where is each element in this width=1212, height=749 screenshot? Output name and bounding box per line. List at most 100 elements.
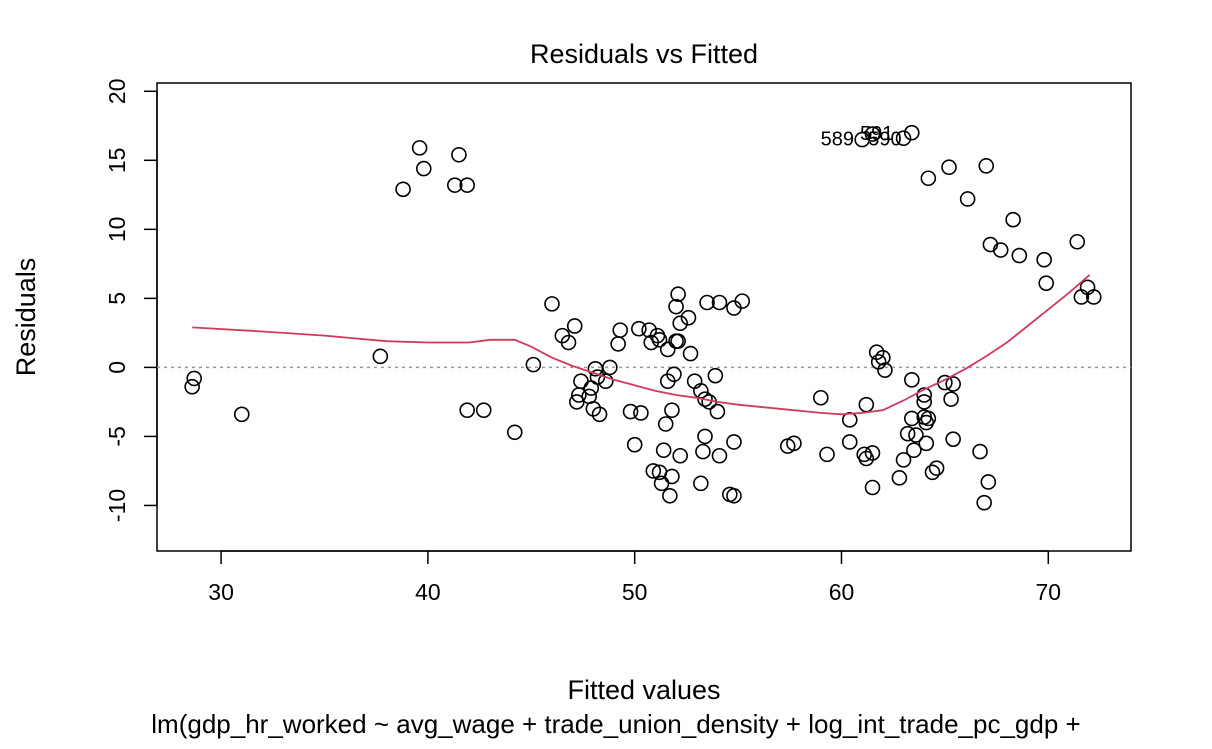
residual-point xyxy=(612,322,629,338)
residual-point xyxy=(711,294,728,311)
y-tick-label: 5 xyxy=(104,292,130,305)
residual-point xyxy=(734,293,751,309)
residual-point xyxy=(920,410,937,427)
residual-point xyxy=(699,294,715,311)
residual-point xyxy=(610,336,626,352)
residual-point xyxy=(626,436,643,453)
residual-point xyxy=(602,359,618,376)
residual-point xyxy=(945,431,961,447)
residual-point xyxy=(695,443,711,460)
residual-point xyxy=(976,494,992,511)
x-tick-label: 60 xyxy=(829,579,855,605)
chart-title: Residuals vs Fitted xyxy=(530,39,758,69)
y-axis: -10 -5 0 5 10 15 20 xyxy=(104,78,158,522)
residual-point xyxy=(813,389,829,406)
residual-point xyxy=(672,447,688,464)
residual-point xyxy=(941,159,957,176)
residual-point xyxy=(664,402,680,418)
x-axis-label: Fitted values xyxy=(567,675,720,705)
residual-point xyxy=(693,475,709,492)
y-axis-label: Residuals xyxy=(11,258,41,377)
residual-point xyxy=(475,402,492,418)
y-tick-label: -5 xyxy=(104,426,130,446)
residual-point xyxy=(459,177,475,193)
residual-point xyxy=(631,320,647,337)
residual-point xyxy=(959,191,976,207)
residual-point xyxy=(459,402,475,418)
residual-point xyxy=(186,370,203,387)
residual-point xyxy=(1005,211,1021,228)
residual-point xyxy=(875,349,891,366)
residual-point xyxy=(903,124,920,141)
residual-point xyxy=(908,427,924,443)
residual-point xyxy=(916,387,933,403)
residual-point xyxy=(697,391,713,407)
residual-point xyxy=(1036,251,1052,268)
y-tick-label: -10 xyxy=(104,489,130,522)
residual-point xyxy=(415,160,432,177)
residual-point xyxy=(841,434,858,450)
residual-point xyxy=(864,126,881,142)
residual-point xyxy=(651,331,668,348)
x-tick-label: 40 xyxy=(415,579,441,605)
y-tick-label: 15 xyxy=(104,148,130,174)
smoothed-trend-line xyxy=(192,274,1091,416)
residual-point xyxy=(707,367,724,384)
residual-point xyxy=(566,318,583,334)
residual-point xyxy=(1011,247,1028,264)
residual-point xyxy=(786,435,802,452)
residual-point xyxy=(662,487,678,504)
residual-point xyxy=(945,376,961,392)
residual-point xyxy=(680,309,697,326)
residual-point xyxy=(819,446,835,463)
residual-point xyxy=(920,170,937,187)
residual-point xyxy=(622,403,639,420)
residual-point xyxy=(682,345,699,362)
residual-point xyxy=(670,286,686,303)
residual-point xyxy=(664,468,680,485)
residual-point xyxy=(659,341,676,358)
residual-point xyxy=(525,356,542,373)
residual-point xyxy=(864,479,881,496)
x-tick-label: 30 xyxy=(208,579,234,605)
residual-point xyxy=(1069,233,1086,250)
residual-point xyxy=(633,405,649,421)
residual-point xyxy=(916,394,933,410)
point-label: 589 xyxy=(821,129,854,151)
residual-point xyxy=(657,416,674,432)
residual-point xyxy=(506,424,523,441)
residual-point xyxy=(928,460,945,476)
residual-point xyxy=(1085,289,1102,305)
residual-point xyxy=(573,373,589,389)
residual-point xyxy=(560,334,577,351)
residual-point xyxy=(972,443,988,460)
residual-point xyxy=(864,445,881,461)
residual-point xyxy=(895,452,912,468)
residual-point xyxy=(903,372,920,388)
residual-point xyxy=(451,146,467,163)
residual-point xyxy=(597,373,614,389)
model-formula-caption: lm(gdp_hr_worked ~ avg_wage + trade_unio… xyxy=(151,709,1080,739)
residual-point xyxy=(686,373,703,389)
residual-point xyxy=(645,463,662,479)
residual-point xyxy=(711,447,728,464)
residual-point xyxy=(924,464,941,481)
residual-point xyxy=(446,177,463,193)
residual-point xyxy=(411,140,428,156)
residual-point xyxy=(395,181,411,198)
point-label: 591 xyxy=(860,123,893,145)
point-label: 590 xyxy=(868,129,901,151)
plot-area-frame xyxy=(156,82,1132,552)
x-tick-label: 50 xyxy=(622,579,648,605)
residual-point xyxy=(891,470,908,486)
residual-point xyxy=(666,366,682,383)
residual-points xyxy=(184,124,1102,511)
residual-point xyxy=(918,435,935,452)
y-tick-label: 10 xyxy=(104,217,130,243)
residual-point xyxy=(906,442,922,459)
x-axis: 30 40 50 60 70 xyxy=(208,550,1061,605)
y-tick-label: 0 xyxy=(104,361,130,374)
residual-point xyxy=(233,406,250,423)
point-labels: 591 589 590 xyxy=(821,123,902,151)
residual-point xyxy=(726,434,742,450)
